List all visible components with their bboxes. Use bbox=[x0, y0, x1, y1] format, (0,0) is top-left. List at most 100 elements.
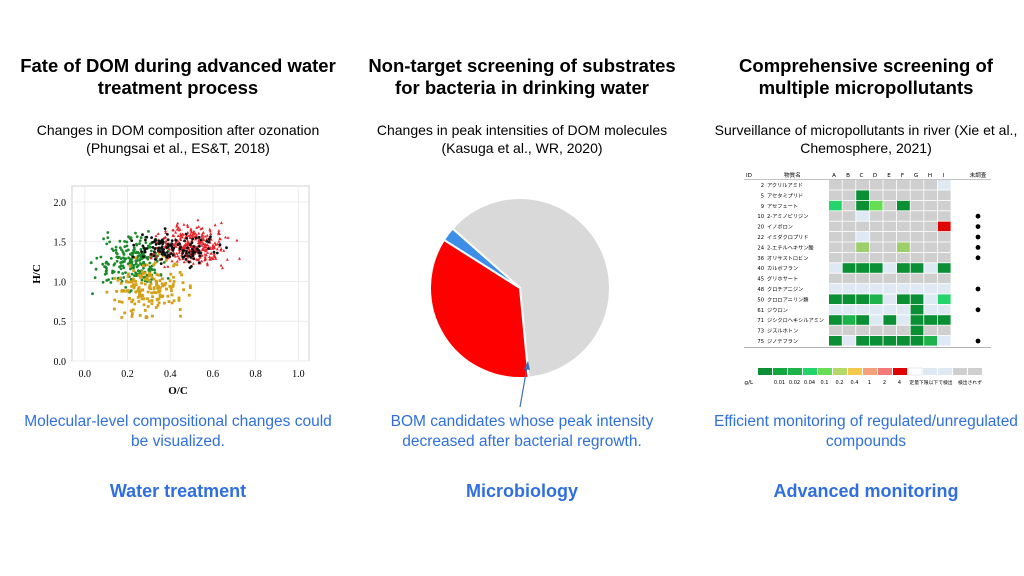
scatter-point bbox=[127, 248, 130, 252]
table-cell bbox=[937, 336, 951, 346]
scatter-point bbox=[200, 259, 204, 263]
scatter-point bbox=[158, 242, 162, 245]
scatter-point bbox=[156, 284, 160, 288]
scatter-point bbox=[181, 251, 185, 255]
table-header-cell: H bbox=[928, 173, 932, 179]
scatter-point bbox=[149, 252, 153, 256]
table-cell bbox=[869, 273, 883, 284]
table-cell bbox=[869, 263, 883, 273]
legend-swatch bbox=[907, 367, 923, 376]
scatter-point bbox=[115, 255, 119, 259]
table-cell bbox=[856, 190, 869, 200]
table-cell bbox=[829, 180, 842, 190]
table-cell bbox=[910, 252, 924, 263]
table-cell bbox=[842, 273, 856, 284]
scatter-point bbox=[192, 234, 196, 238]
scatter-point bbox=[129, 309, 133, 313]
scatter-point bbox=[126, 275, 130, 278]
scatter-point bbox=[142, 266, 145, 270]
scatter-point bbox=[141, 244, 145, 248]
scatter-point bbox=[119, 281, 123, 285]
table-cell bbox=[842, 336, 856, 346]
scatter-point bbox=[175, 259, 179, 263]
table-row-id: 48 bbox=[757, 287, 764, 293]
scatter-point bbox=[139, 256, 142, 260]
table-cell bbox=[883, 211, 897, 221]
table-header-cell: 未調査 bbox=[970, 171, 987, 179]
table-cell bbox=[937, 221, 951, 232]
scatter-point bbox=[201, 231, 205, 234]
table-cell bbox=[842, 263, 856, 273]
table-cell bbox=[842, 284, 856, 294]
x-tick-label: 0.8 bbox=[249, 369, 262, 380]
scatter-point bbox=[212, 246, 216, 249]
scatter-point bbox=[141, 272, 145, 276]
scatter-point bbox=[190, 253, 194, 256]
scatter-point bbox=[128, 280, 131, 284]
scatter-point bbox=[186, 239, 190, 242]
unsurveyed-dot bbox=[975, 224, 981, 229]
table-row-name: ジシクロヘキシルアミン bbox=[767, 317, 824, 324]
table-row-id: 40 bbox=[757, 266, 764, 272]
legend-value: 2 bbox=[883, 380, 886, 386]
scatter-point bbox=[145, 263, 149, 267]
scatter-point bbox=[209, 235, 212, 239]
scatter-point bbox=[153, 261, 157, 265]
scatter-point bbox=[150, 299, 154, 302]
scatter-point bbox=[163, 301, 166, 305]
table-row-name: アセフェート bbox=[767, 203, 798, 210]
table-row-name: アセタミプリド bbox=[767, 191, 803, 199]
table-cell bbox=[910, 336, 924, 346]
table-cell bbox=[937, 263, 951, 273]
scatter-point bbox=[184, 232, 188, 236]
table-header-cell: I bbox=[943, 173, 945, 179]
table-cell bbox=[856, 284, 869, 294]
table-cell bbox=[883, 232, 897, 242]
table-cell bbox=[842, 190, 856, 200]
scatter-point bbox=[95, 256, 99, 260]
scatter-point bbox=[123, 240, 126, 243]
scatter-point bbox=[219, 247, 223, 250]
scatter-point bbox=[119, 261, 122, 265]
scatter-point bbox=[199, 227, 203, 231]
pointer-arrow bbox=[519, 361, 530, 408]
scatter-point bbox=[151, 314, 154, 318]
scatter-point bbox=[137, 300, 141, 303]
legend-value: 0.1 bbox=[821, 380, 829, 386]
scatter-point bbox=[166, 246, 170, 249]
legend-swatch bbox=[938, 368, 952, 375]
column-title: Comprehensive screening of multiple micr… bbox=[739, 55, 993, 98]
scatter-point bbox=[186, 255, 190, 259]
unsurveyed-dot bbox=[975, 255, 981, 261]
table-cell bbox=[829, 294, 842, 304]
scatter-point bbox=[147, 278, 151, 282]
scatter-point bbox=[217, 231, 221, 234]
scatter-point bbox=[122, 266, 126, 270]
scatter-point bbox=[150, 236, 153, 239]
table-row-name: クロロアニリン類 bbox=[767, 295, 809, 303]
scatter-point bbox=[182, 249, 186, 252]
scatter-point bbox=[149, 256, 153, 260]
scatter-point bbox=[164, 239, 168, 243]
scatter-point bbox=[187, 260, 191, 264]
scatter-point bbox=[178, 249, 182, 252]
scatter-point bbox=[150, 275, 154, 279]
scatter-point bbox=[105, 290, 109, 294]
scatter-point bbox=[145, 235, 149, 239]
scatter-point bbox=[219, 248, 223, 252]
scatter-point bbox=[214, 257, 218, 260]
scatter-point bbox=[144, 277, 148, 281]
legend-swatch bbox=[863, 368, 877, 375]
table-cell bbox=[924, 304, 937, 315]
scatter-point bbox=[204, 253, 208, 257]
scatter-point bbox=[164, 231, 168, 234]
scatter-point bbox=[121, 272, 125, 275]
table-cell bbox=[883, 304, 897, 315]
scatter-point bbox=[193, 245, 197, 249]
scatter-point bbox=[175, 227, 179, 231]
table-cell bbox=[910, 190, 924, 200]
scatter-point bbox=[148, 284, 152, 288]
table-cell bbox=[910, 180, 924, 190]
scatter-point bbox=[142, 260, 145, 264]
table-cell bbox=[869, 232, 883, 242]
